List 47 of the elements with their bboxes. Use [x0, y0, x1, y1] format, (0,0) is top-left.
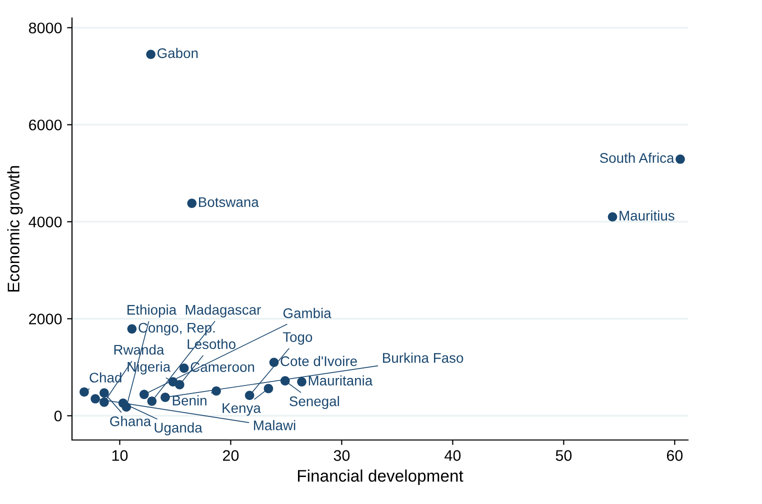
annotation: Ethiopia — [128, 304, 177, 318]
y-tick-label: 2000 — [29, 314, 62, 324]
point — [297, 377, 306, 386]
annotation: Gambia — [283, 308, 332, 318]
annotation: Mauritius — [620, 210, 674, 221]
x-tick-label: 60 — [666, 450, 683, 461]
point — [187, 198, 197, 208]
annotation: Senegal — [290, 396, 339, 409]
annotation: Kenya — [222, 403, 261, 416]
annotation: Togo — [282, 332, 312, 345]
y-tick-label: 8000 — [28, 22, 62, 34]
x-axis-title: Financial development — [298, 470, 464, 486]
y-tick-label: 6000 — [29, 120, 62, 130]
annotation: South Africa — [600, 152, 674, 163]
x-tick-label: 20 — [222, 450, 239, 461]
annotation: Cote d'Ivoire — [280, 356, 357, 366]
point — [175, 380, 184, 390]
point — [264, 384, 274, 394]
point — [147, 396, 157, 406]
y-tick-label: 4000 — [28, 216, 62, 228]
x-tick-label: 40 — [444, 450, 461, 461]
annotation: Chad — [90, 372, 122, 383]
annotation: Malawi — [254, 420, 296, 430]
annotation: Burkina Faso — [383, 352, 464, 363]
annotation: Benin — [172, 395, 206, 406]
x-tick-label: 50 — [556, 450, 572, 461]
point — [90, 394, 100, 404]
annotation: Uganda — [154, 422, 202, 436]
point — [179, 364, 189, 373]
point — [139, 390, 149, 400]
point — [160, 392, 170, 402]
annotation: Mauritania — [308, 375, 373, 386]
y-tick-label: 0 — [54, 410, 62, 422]
y-axis-title: Economic growth — [7, 166, 23, 292]
point — [608, 212, 618, 222]
point — [100, 388, 109, 398]
point — [146, 50, 156, 60]
annotation: Ghana — [110, 416, 152, 426]
annotation: Botswana — [199, 197, 259, 208]
point — [676, 154, 685, 164]
point — [80, 387, 89, 397]
x-tick-label: 10 — [112, 450, 128, 461]
x-tick-label: 30 — [334, 450, 350, 461]
annotation: Madagascar — [186, 304, 261, 318]
annotation: Gabon — [158, 48, 198, 58]
point — [127, 324, 137, 334]
point — [244, 390, 254, 400]
